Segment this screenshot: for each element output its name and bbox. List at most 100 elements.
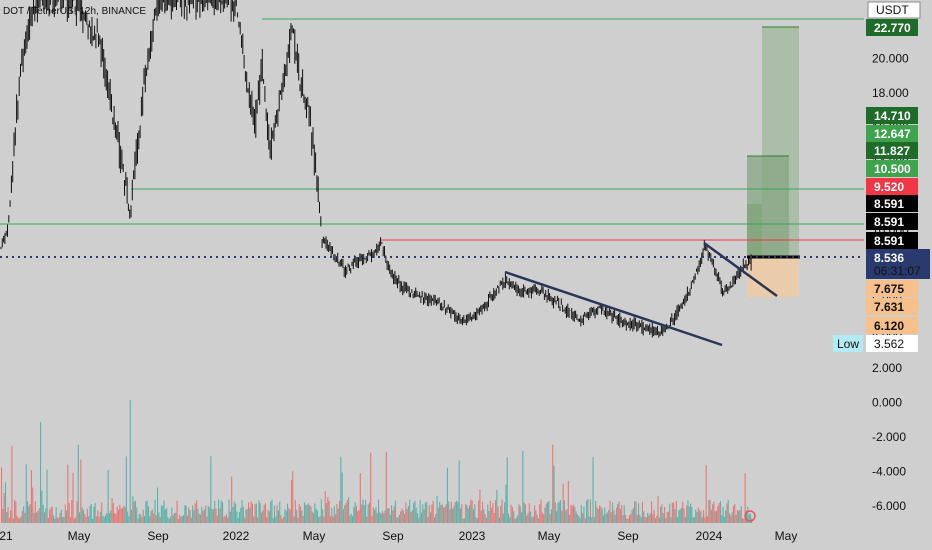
volume-bar	[166, 508, 168, 523]
volume-bar	[10, 510, 12, 523]
volume-bar	[402, 510, 404, 523]
volume-bar	[675, 501, 677, 523]
volume-bar	[365, 500, 367, 523]
volume-bar	[2, 509, 4, 523]
volume-bar	[119, 504, 121, 523]
volume-bar	[656, 515, 658, 523]
volume-bar	[249, 507, 251, 523]
breakout-trendline[interactable]	[703, 241, 778, 298]
volume-bar	[292, 471, 294, 523]
volume-bar	[154, 499, 156, 523]
volume-bar	[518, 504, 520, 523]
volume-bar	[123, 505, 125, 523]
y-tick-label: -6.000	[872, 499, 906, 513]
volume-bar	[128, 516, 130, 523]
x-tick-label: Sep	[617, 529, 639, 543]
volume-bar	[333, 506, 335, 523]
horizontal-lines-layer[interactable]	[0, 18, 864, 259]
volume-bar	[294, 500, 296, 523]
volume-bar	[641, 501, 643, 523]
volume-bar	[547, 502, 549, 523]
volume-bar	[716, 510, 718, 523]
volume-bar	[366, 516, 368, 523]
price-tag-label: 14.710	[874, 109, 911, 123]
volume-bar	[534, 505, 536, 523]
volume-bar	[339, 500, 341, 523]
volume-bar	[81, 507, 83, 523]
volume-bar	[379, 512, 381, 523]
volume-bar	[245, 509, 247, 523]
x-tick-label: 2022	[223, 529, 250, 543]
volume-bar	[268, 511, 270, 523]
volume-bar	[125, 456, 127, 523]
volume-bar	[171, 507, 173, 523]
volume-bar	[85, 516, 87, 523]
volume-bar	[427, 517, 429, 523]
volume-bar	[151, 509, 153, 523]
volume-bar	[654, 518, 656, 523]
volume-bar	[184, 505, 186, 523]
volume-bar	[14, 499, 16, 523]
currency-selector[interactable]	[867, 1, 921, 19]
volume-bar	[532, 516, 534, 523]
volume-bar	[548, 501, 550, 523]
volume-bar	[77, 444, 79, 523]
volume-bar	[635, 501, 637, 523]
volume-bar	[433, 517, 435, 523]
volume-bar	[482, 501, 484, 523]
volume-bar	[671, 502, 673, 523]
volume-bar	[485, 517, 487, 523]
volume-bar	[388, 508, 390, 523]
volume-bar	[614, 514, 616, 523]
volume-bar	[240, 507, 242, 523]
volume-bar	[344, 505, 346, 523]
volume-bar	[219, 508, 221, 523]
volume-bar	[608, 510, 610, 523]
volume-bar	[719, 500, 721, 523]
volume-bar	[726, 503, 728, 523]
volume-bar	[697, 507, 699, 523]
volume-bar	[175, 512, 177, 523]
volume-bar	[272, 518, 274, 523]
volume-bar	[419, 500, 421, 523]
volume-bar	[558, 501, 560, 523]
price-tag-label: 8.591	[874, 197, 904, 211]
volume-bar	[561, 510, 563, 523]
volume-bar	[71, 500, 73, 523]
volume-bar	[446, 467, 448, 523]
volume-bar	[376, 513, 378, 523]
volume-bar	[318, 517, 320, 523]
volume-bar	[619, 509, 621, 523]
volume-bar	[279, 501, 281, 523]
volume-bar	[88, 516, 90, 523]
volume-bar	[602, 515, 604, 523]
volume-bar	[432, 501, 434, 523]
volume-bar	[238, 512, 240, 523]
volume-bar	[170, 516, 172, 523]
volume-bar	[510, 504, 512, 523]
volume-bar	[653, 510, 655, 523]
volume-bar	[445, 504, 447, 523]
x-tick-label: 2023	[459, 529, 486, 543]
trendlines-layer[interactable]	[504, 241, 778, 347]
volume-bar	[374, 509, 376, 523]
volume-bar	[280, 515, 282, 523]
volume-bar	[627, 518, 629, 523]
volume-bar	[12, 518, 14, 523]
current-price-label: 8.536	[874, 251, 904, 265]
volume-bar	[21, 510, 23, 523]
descending-trendline[interactable]	[504, 270, 723, 347]
volume-bar	[732, 505, 734, 523]
volume-bar	[32, 487, 34, 523]
x-tick-label: Sep	[147, 529, 169, 543]
volume-bar	[15, 501, 17, 523]
volume-bar	[658, 517, 660, 523]
volume-bar	[436, 496, 438, 523]
volume-bar	[159, 516, 161, 523]
target-zone-lower[interactable]	[747, 204, 762, 257]
volume-bar	[456, 500, 458, 523]
stop-zone[interactable]	[747, 257, 799, 297]
volume-bar	[625, 514, 627, 523]
volume-bar	[72, 472, 74, 523]
